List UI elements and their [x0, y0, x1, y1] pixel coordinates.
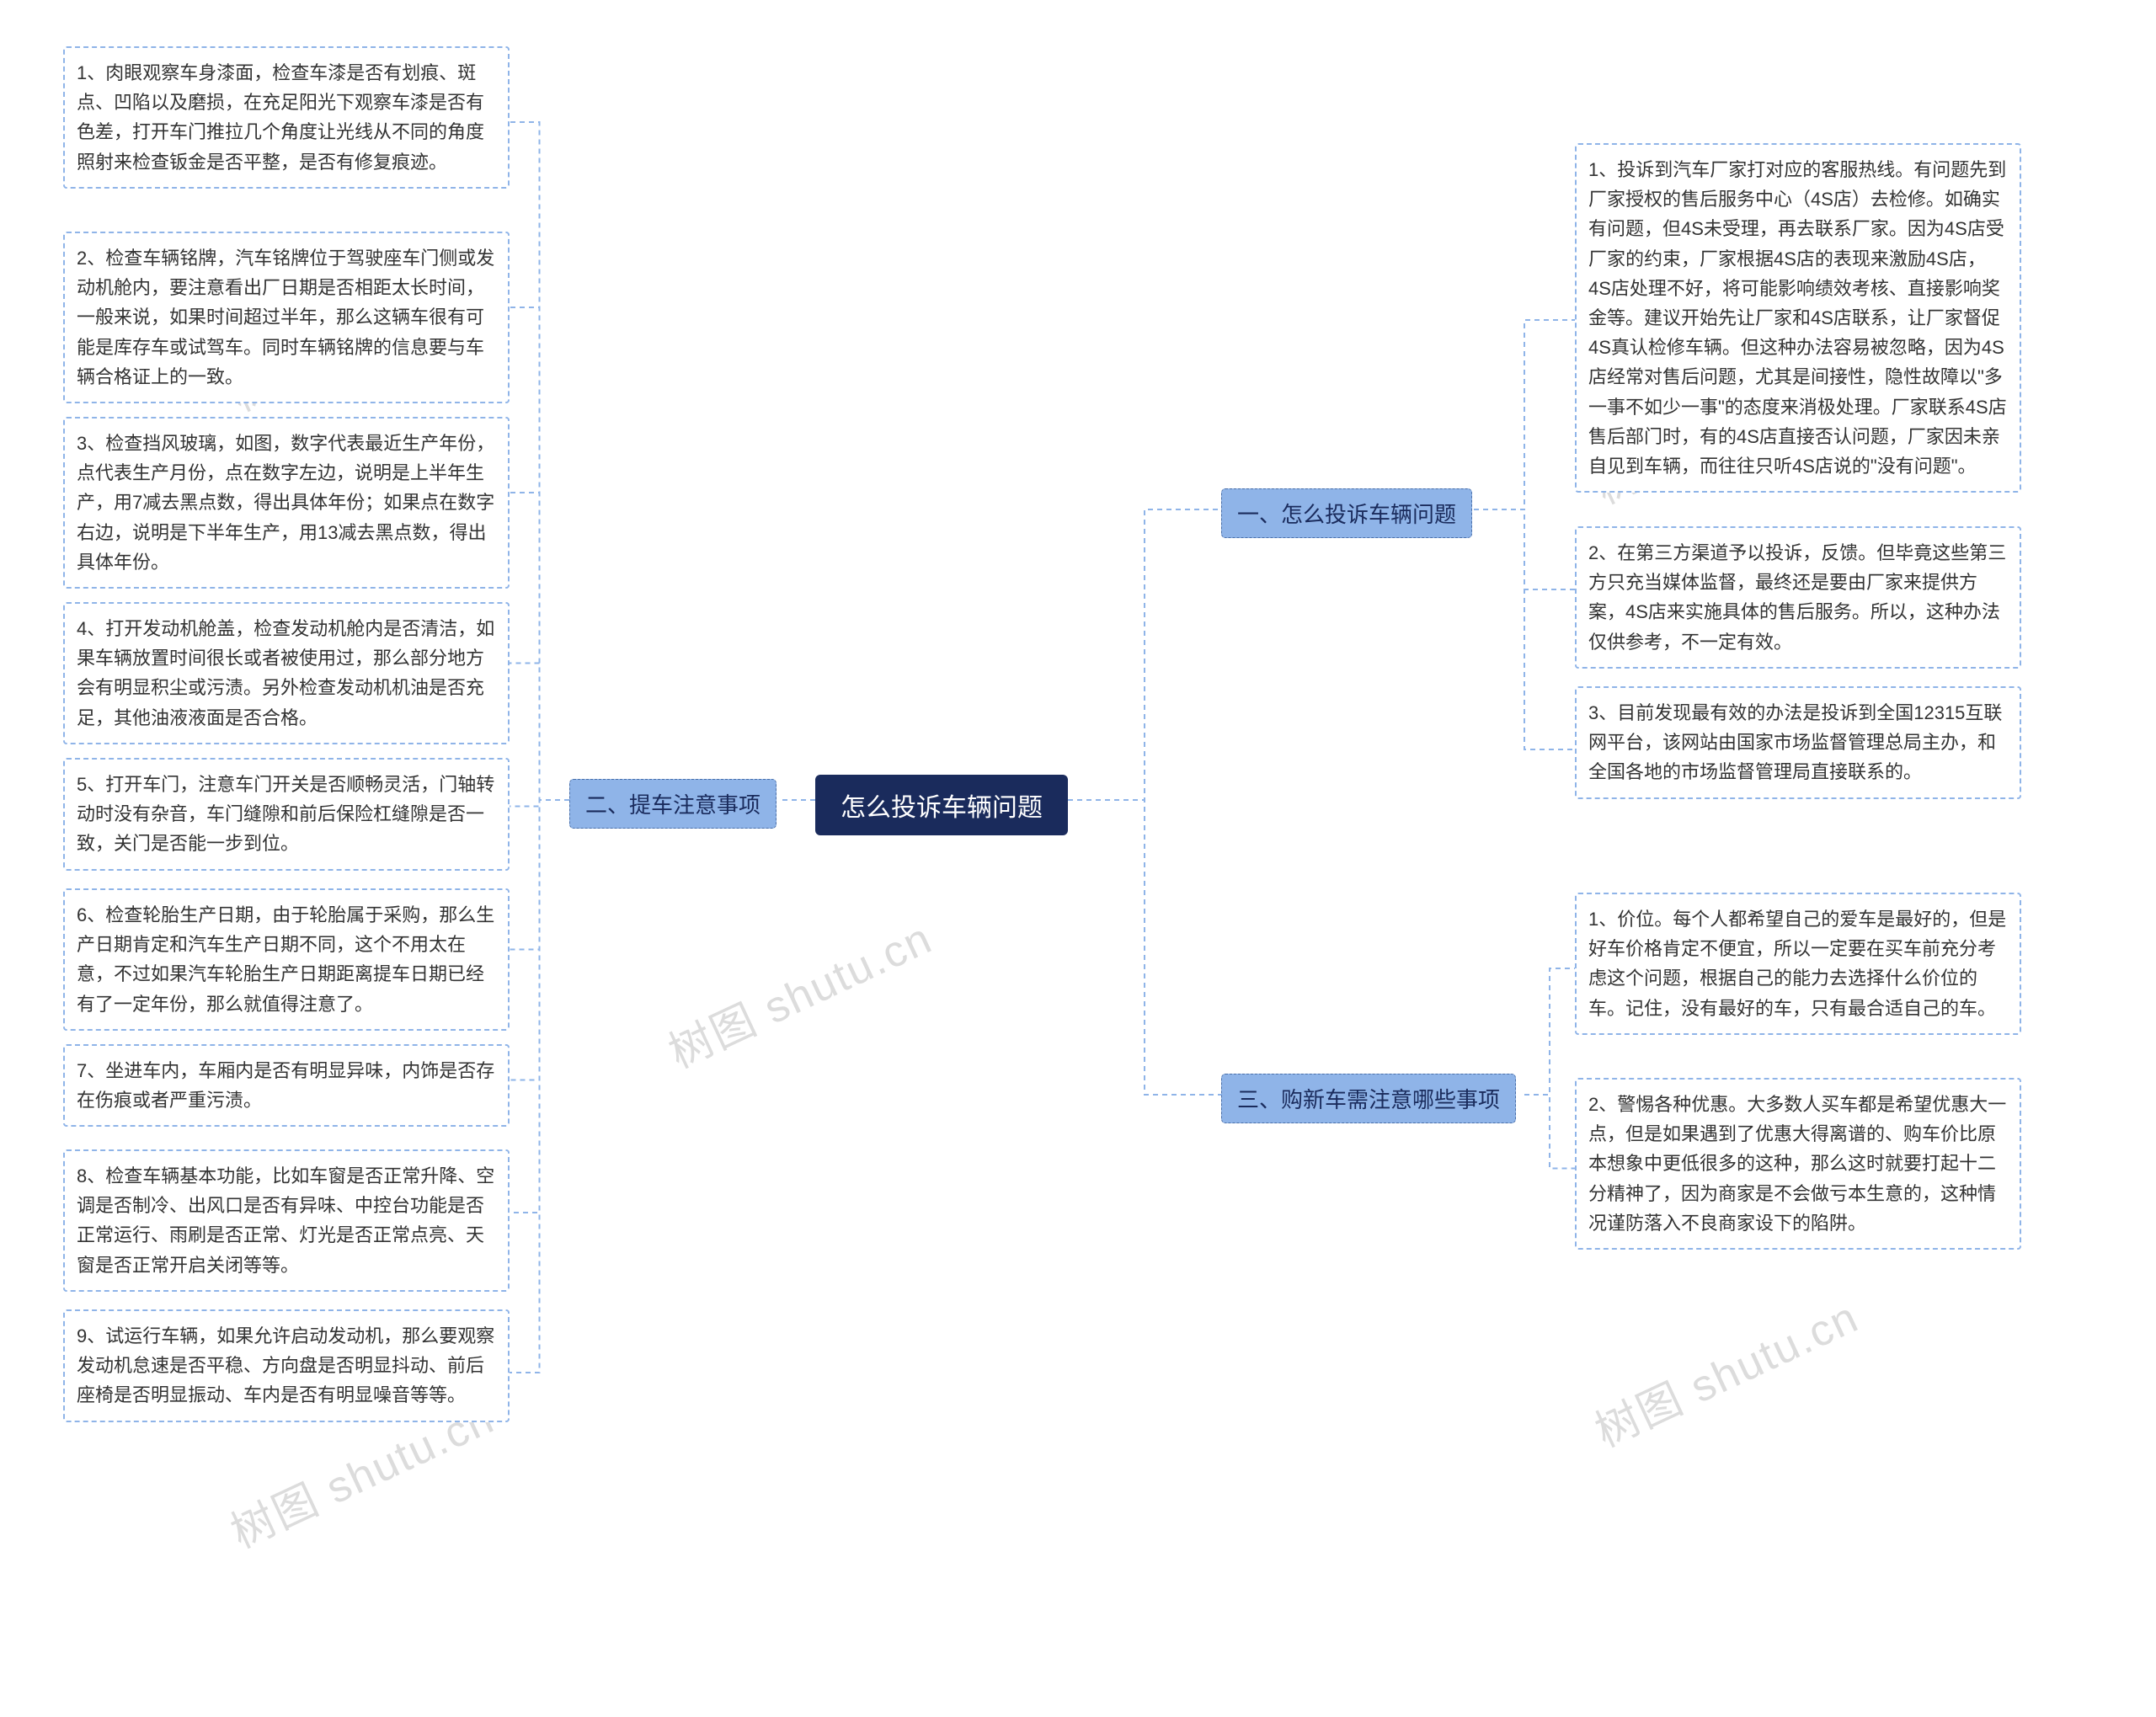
leaf-node-b2l9: 9、试运行车辆，如果允许启动发动机，那么要观察发动机怠速是否平稳、方向盘是否明显… [63, 1309, 510, 1422]
leaf-node-b2l4: 4、打开发动机舱盖，检查发动机舱内是否清洁，如果车辆放置时间很长或者被使用过，那… [63, 602, 510, 744]
leaf-node-b2l3: 3、检查挡风玻璃，如图，数字代表最近生产年份，点代表生产月份，点在数字左边，说明… [63, 417, 510, 589]
leaf-node-b1l3: 3、目前发现最有效的办法是投诉到全国12315互联网平台，该网站由国家市场监督管… [1575, 686, 2021, 799]
leaf-node-b2l2: 2、检查车辆铭牌，汽车铭牌位于驾驶座车门侧或发动机舱内，要注意看出厂日期是否相距… [63, 232, 510, 403]
leaf-node-b2l8: 8、检查车辆基本功能，比如车窗是否正常升降、空调是否制冷、出风口是否有异味、中控… [63, 1149, 510, 1292]
root-label: 怎么投诉车辆问题 [841, 794, 1043, 822]
leaf-node-b2l7: 7、坐进车内，车厢内是否有明显异味，内饰是否存在伤痕或者严重污渍。 [63, 1044, 510, 1127]
branch-node-b3: 三、购新车需注意哪些事项 [1221, 1074, 1516, 1123]
leaf-node-b3l1: 1、价位。每个人都希望自己的爱车是最好的，但是好车价格肯定不便宜，所以一定要在买… [1575, 893, 2021, 1035]
leaf-node-b2l1: 1、肉眼观察车身漆面，检查车漆是否有划痕、斑点、凹陷以及磨损，在充足阳光下观察车… [63, 46, 510, 189]
leaf-node-b1l2: 2、在第三方渠道予以投诉，反馈。但毕竟这些第三方只充当媒体监督，最终还是要由厂家… [1575, 526, 2021, 669]
watermark: 树图 shutu.cn [657, 903, 941, 1080]
leaf-node-b3l2: 2、警惕各种优惠。大多数人买车都是希望优惠大一点，但是如果遇到了优惠大得离谱的、… [1575, 1078, 2021, 1250]
watermark: 树图 shutu.cn [1583, 1282, 1867, 1458]
branch-node-b2: 二、提车注意事项 [569, 779, 776, 829]
mindmap-root-node: 怎么投诉车辆问题 [815, 775, 1068, 835]
leaf-node-b2l6: 6、检查轮胎生产日期，由于轮胎属于采购，那么生产日期肯定和汽车生产日期不同，这个… [63, 888, 510, 1031]
branch-node-b1: 一、怎么投诉车辆问题 [1221, 488, 1472, 538]
leaf-node-b2l5: 5、打开车门，注意车门开关是否顺畅灵活，门轴转动时没有杂音，车门缝隙和前后保险杠… [63, 758, 510, 871]
leaf-node-b1l1: 1、投诉到汽车厂家打对应的客服热线。有问题先到厂家授权的售后服务中心（4S店）去… [1575, 143, 2021, 493]
